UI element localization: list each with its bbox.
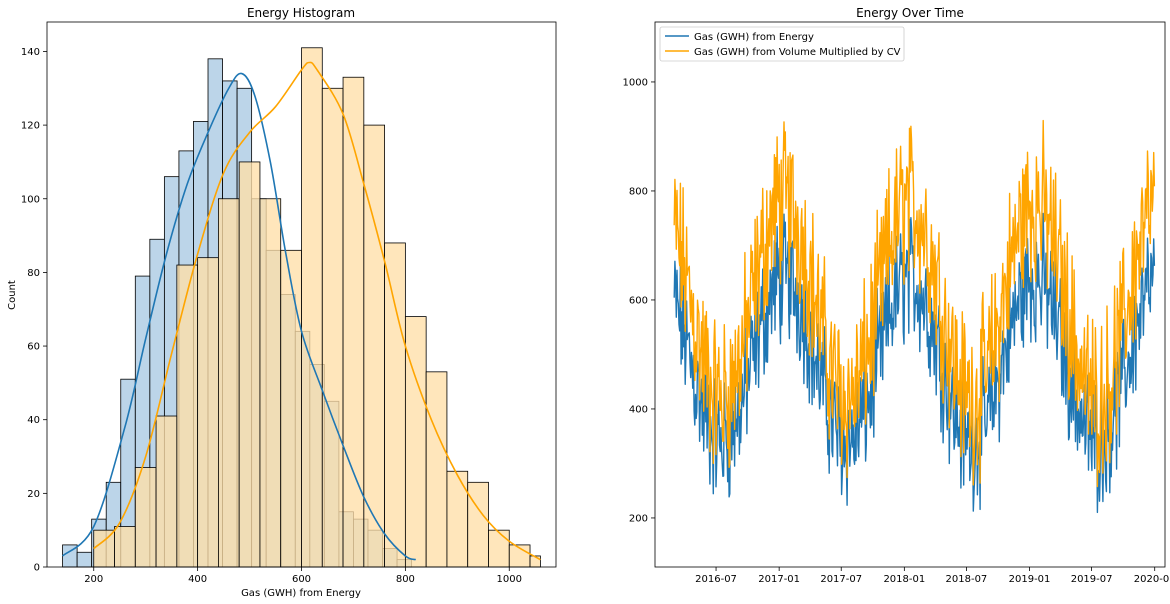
hist-bar [134, 467, 157, 568]
legend-label-energy: Gas (GWH) from Energy [694, 32, 814, 43]
hist-y-tick-label: 140 [21, 47, 40, 58]
hist-y-tick-label: 0 [34, 563, 40, 574]
time-x-tick-label: 2017-01 [758, 574, 800, 585]
energy-over-time-chart: Energy Over Time 2016-07 2017-01 2017-07 20… [623, 6, 1170, 585]
hist-x-tick-label: 200 [84, 574, 103, 585]
time-series-line [673, 119, 1156, 488]
hist-y-tick-label: 20 [27, 489, 40, 500]
hist-bar [301, 47, 323, 568]
hist-bar [363, 124, 386, 568]
time-series-line [673, 212, 1156, 514]
time-x-tick-label: 2018-01 [883, 574, 925, 585]
time-x-tick-label: 2019-01 [1009, 574, 1051, 585]
time-plot-frame [654, 21, 1166, 568]
hist-y-ticks: 0 20 40 60 80 100 120 140 [21, 47, 47, 574]
energy-histogram-chart: Energy Histogram 200 400 600 800 1000 0 20 40 6… [7, 6, 557, 599]
hist-y-tick-label: 60 [27, 342, 40, 353]
time-y-tick-label: 800 [629, 186, 648, 197]
hist-bar [197, 257, 219, 568]
hist-bars [62, 47, 541, 568]
time-y-tick-label: 1000 [623, 77, 648, 88]
time-x-tick-label: 2017-07 [820, 574, 862, 585]
hist-bar [384, 242, 406, 568]
hist-bar [342, 76, 365, 568]
hist-bar [238, 161, 261, 568]
time-y-ticks: 200 400 600 800 1000 [623, 77, 655, 524]
hist-bar [488, 529, 510, 568]
legend-box [659, 26, 905, 62]
kde-curve [62, 72, 417, 561]
hist-kde-curves [62, 61, 541, 561]
time-y-tick-label: 400 [629, 404, 648, 415]
hist-bar [259, 198, 282, 568]
hist-bar [217, 198, 240, 568]
hist-x-tick-label: 600 [292, 574, 311, 585]
hist-bar [155, 415, 178, 568]
hist-bar [76, 551, 93, 568]
hist-y-tick-label: 40 [27, 415, 40, 426]
hist-y-tick-label: 100 [21, 194, 40, 205]
time-series-lines [673, 119, 1156, 514]
hist-x-axis-label: Gas (GWH) from Energy [241, 588, 361, 599]
time-x-tick-label: 2016-07 [695, 574, 737, 585]
hist-x-tick-label: 800 [396, 574, 415, 585]
time-legend: Gas (GWH) from Energy Gas (GWH) from Vol… [659, 26, 905, 62]
kde-curve [93, 61, 541, 561]
time-x-tick-label: 2018-07 [946, 574, 988, 585]
hist-x-tick-label: 400 [188, 574, 207, 585]
hist-bar [114, 526, 136, 568]
hist-x-ticks: 200 400 600 800 1000 [84, 567, 522, 585]
hist-x-tick-label: 1000 [497, 574, 522, 585]
hist-bar [93, 529, 115, 568]
hist-bar [425, 371, 448, 568]
time-title: Energy Over Time [856, 6, 964, 20]
hist-title: Energy Histogram [247, 6, 355, 20]
hist-y-tick-label: 120 [21, 121, 40, 132]
time-x-tick-label: 2019-07 [1071, 574, 1113, 585]
hist-bar [446, 470, 469, 568]
hist-bar [176, 264, 199, 568]
time-x-ticks: 2016-07 2017-01 2017-07 2018-01 2018-07 2019-… [695, 567, 1170, 585]
time-y-tick-label: 600 [629, 295, 648, 306]
time-x-tick-label: 2020-01 [1134, 574, 1170, 585]
legend-label-cv: Gas (GWH) from Volume Multiplied by CV [694, 47, 901, 58]
time-y-tick-label: 200 [629, 513, 648, 524]
hist-bar [467, 481, 489, 568]
hist-y-tick-label: 80 [27, 268, 40, 279]
hist-bar [321, 87, 344, 568]
hist-y-axis-label: Count [7, 280, 18, 310]
hist-bar [280, 249, 302, 568]
